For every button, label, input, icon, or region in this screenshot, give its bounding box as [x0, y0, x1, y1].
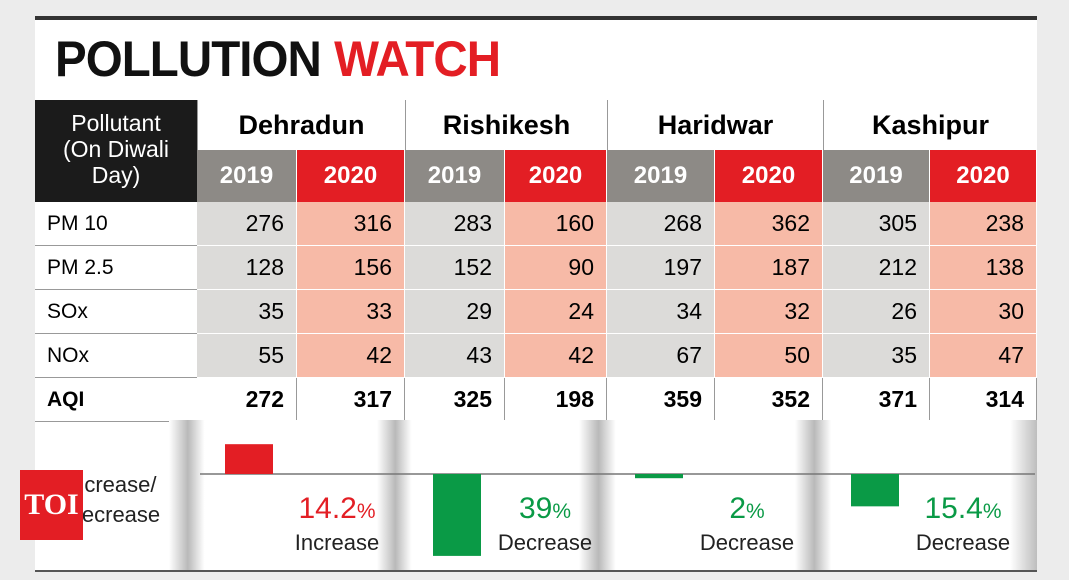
change-value: 2%	[677, 492, 817, 526]
value-cell: 34	[607, 290, 715, 334]
value-cell: 67	[607, 334, 715, 378]
value-cell: 90	[505, 246, 607, 290]
chart-panel	[1010, 420, 1037, 570]
year-header: 2019	[405, 150, 505, 202]
direction: Decrease	[497, 530, 593, 555]
chart-panel	[377, 420, 607, 570]
row-label: AQI	[35, 378, 197, 422]
bar	[635, 474, 683, 479]
direction: Decrease	[915, 530, 1011, 555]
direction: Decrease	[699, 530, 795, 555]
value-cell: 42	[505, 334, 607, 378]
value-cell: 276	[197, 202, 297, 246]
value-cell: 35	[197, 290, 297, 334]
value-cell: 47	[930, 334, 1037, 378]
unit: %	[746, 500, 765, 523]
value-cell: 268	[607, 202, 715, 246]
unit: %	[982, 500, 1002, 523]
value-cell: 128	[197, 246, 297, 290]
value-cell: 198	[505, 378, 607, 422]
row-label: PM 10	[35, 202, 197, 246]
year-header: 2020	[505, 150, 607, 202]
city-header: Kashipur	[823, 100, 1037, 150]
header-label: Pollutant (On Diwali Day)	[35, 100, 197, 202]
value-cell: 272	[197, 378, 297, 422]
value-cell: 314	[930, 378, 1037, 422]
value-cell: 32	[715, 290, 823, 334]
value-cell: 362	[715, 202, 823, 246]
year-header: 2020	[930, 150, 1037, 202]
value-cell: 138	[930, 246, 1037, 290]
value-cell: 197	[607, 246, 715, 290]
value-cell: 24	[505, 290, 607, 334]
value-label: 2	[729, 492, 746, 525]
city-header: Dehradun	[197, 100, 405, 150]
city-header: Haridwar	[607, 100, 823, 150]
chart-panel	[795, 420, 1037, 570]
year-header: 2020	[715, 150, 823, 202]
year-header: 2020	[297, 150, 405, 202]
value-cell: 26	[823, 290, 930, 334]
year-header: 2019	[197, 150, 297, 202]
value-cell: 283	[405, 202, 505, 246]
title-part: POLLUTION	[55, 31, 322, 87]
value-cell: 50	[715, 334, 823, 378]
change-value: 15.4%	[893, 492, 1033, 526]
unit: %	[356, 500, 376, 523]
value-cell: 42	[297, 334, 405, 378]
value-label: 15.4	[924, 492, 983, 525]
value-cell: 30	[930, 290, 1037, 334]
value-cell: 160	[505, 202, 607, 246]
row-label: SOx	[35, 290, 197, 334]
chart-panel	[579, 420, 823, 570]
value-cell: 156	[297, 246, 405, 290]
value-cell: 35	[823, 334, 930, 378]
unit: %	[552, 500, 572, 523]
value-cell: 316	[297, 202, 405, 246]
value-cell: 187	[715, 246, 823, 290]
value-cell: 317	[297, 378, 405, 422]
change-value: 14.2%	[267, 492, 407, 526]
bar	[433, 474, 481, 556]
row-label: NOx	[35, 334, 197, 378]
value-label: 39	[518, 492, 553, 525]
chart-panel	[169, 420, 405, 570]
bar	[225, 444, 273, 474]
title: POLLUTION WATCH	[55, 30, 501, 88]
bar	[851, 474, 899, 507]
value-cell: 212	[823, 246, 930, 290]
value-cell: 55	[197, 334, 297, 378]
change-value: 39%	[475, 492, 615, 526]
value-cell: 152	[405, 246, 505, 290]
row-label: PM 2.5	[35, 246, 197, 290]
value-cell: 305	[823, 202, 930, 246]
value-cell: 359	[607, 378, 715, 422]
title-part: WATCH	[334, 31, 501, 87]
logo: TOI	[20, 470, 83, 540]
year-header: 2019	[607, 150, 715, 202]
city-header: Rishikesh	[405, 100, 607, 150]
value-cell: 33	[297, 290, 405, 334]
value-cell: 29	[405, 290, 505, 334]
year-header: 2019	[823, 150, 930, 202]
value-cell: 43	[405, 334, 505, 378]
direction: Increase	[294, 530, 380, 555]
value-label: 14.2	[298, 492, 357, 525]
value-cell: 238	[930, 202, 1037, 246]
